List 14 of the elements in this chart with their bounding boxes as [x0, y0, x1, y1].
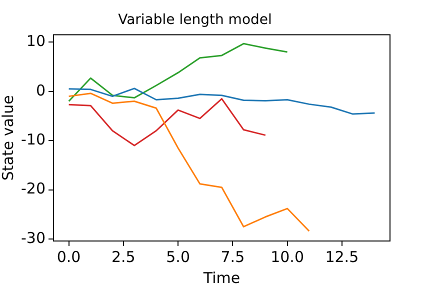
y-tick-label: -20 [21, 180, 46, 198]
x-tick-label: 12.5 [325, 248, 359, 266]
x-tick-label: 10.0 [270, 248, 304, 266]
y-tick-label: -30 [21, 228, 46, 247]
y-tick-label: 0 [36, 81, 46, 100]
x-axis-title: Time [202, 268, 240, 287]
x-tick-label: 2.5 [111, 248, 136, 266]
y-tick-label: -10 [21, 130, 46, 148]
x-tick-label: 7.5 [220, 248, 245, 266]
y-tick-label: 10 [26, 32, 46, 50]
x-tick-label: 0.0 [56, 248, 81, 266]
chart-title: Variable length model [118, 12, 272, 28]
y-axis-title: State value [0, 95, 17, 181]
x-tick-label: 5.0 [166, 248, 190, 266]
